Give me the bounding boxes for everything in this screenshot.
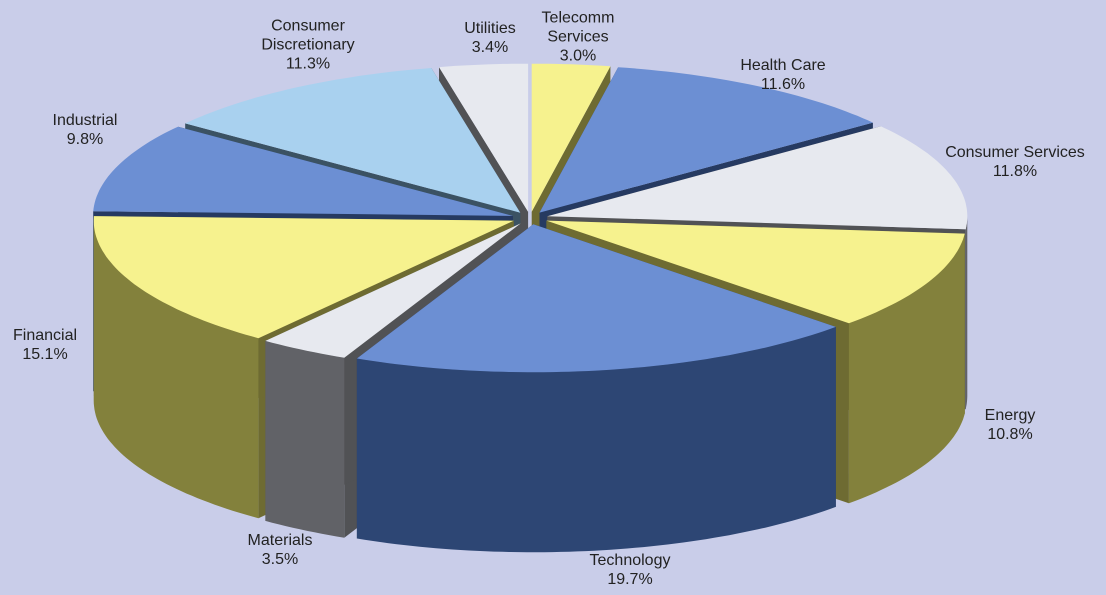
value-label: 11.3%: [285, 55, 331, 73]
slice-label: Consumer Services 11.8%: [915, 143, 1106, 181]
slice-side: [265, 340, 345, 538]
value-label: 10.8%: [987, 426, 1033, 443]
slice: [546, 220, 965, 324]
value-label: 3.4%: [471, 39, 509, 56]
slice-label: Technology 19.7%: [560, 551, 700, 589]
slice: [439, 63, 529, 212]
slice: [547, 126, 968, 230]
slice: [185, 68, 521, 213]
value-label: 15.1%: [22, 346, 68, 363]
category-name: Health Care: [740, 57, 826, 74]
slice: [93, 216, 514, 339]
category-name: Utilities: [464, 20, 516, 37]
slice-label: Industrial 9.8%: [35, 111, 135, 149]
category-name: Materials: [247, 532, 313, 549]
category-name: Industrial: [52, 112, 118, 129]
slice: [265, 223, 521, 358]
slice-label: Financial 15.1%: [0, 326, 95, 364]
category-name: Telecomm Services: [541, 9, 615, 46]
category-name: Consumer Discretionary: [261, 17, 355, 54]
slice: [93, 126, 513, 216]
slice: [356, 224, 836, 373]
slice-label: Consumer Discretionary 11.3%: [238, 17, 378, 74]
slice: [531, 63, 611, 212]
value-label: 19.7%: [607, 571, 653, 588]
slice-label: Energy 10.8%: [950, 406, 1070, 444]
value-label: 11.6%: [760, 76, 806, 93]
category-name: Energy: [984, 407, 1036, 424]
slice-side: [356, 326, 836, 553]
slice-side: [848, 233, 965, 504]
category-name: Financial: [12, 327, 78, 344]
slice-label: Utilities 3.4%: [445, 19, 535, 57]
slice-label: Materials 3.5%: [225, 531, 335, 569]
value-label: 11.8%: [992, 163, 1038, 180]
category-name: Consumer Services: [945, 144, 1085, 161]
value-label: 9.8%: [66, 131, 104, 148]
slice-side: [965, 216, 968, 410]
value-label: 3.5%: [261, 551, 299, 568]
slice-label: Health Care 11.6%: [723, 56, 843, 94]
value-label: 3.0%: [559, 47, 597, 65]
slice-side: [93, 220, 259, 519]
slice-label: Telecomm Services 3.0%: [533, 9, 623, 66]
slice: [539, 67, 873, 213]
slice-tops: [93, 63, 968, 373]
category-name: Technology: [589, 552, 671, 569]
